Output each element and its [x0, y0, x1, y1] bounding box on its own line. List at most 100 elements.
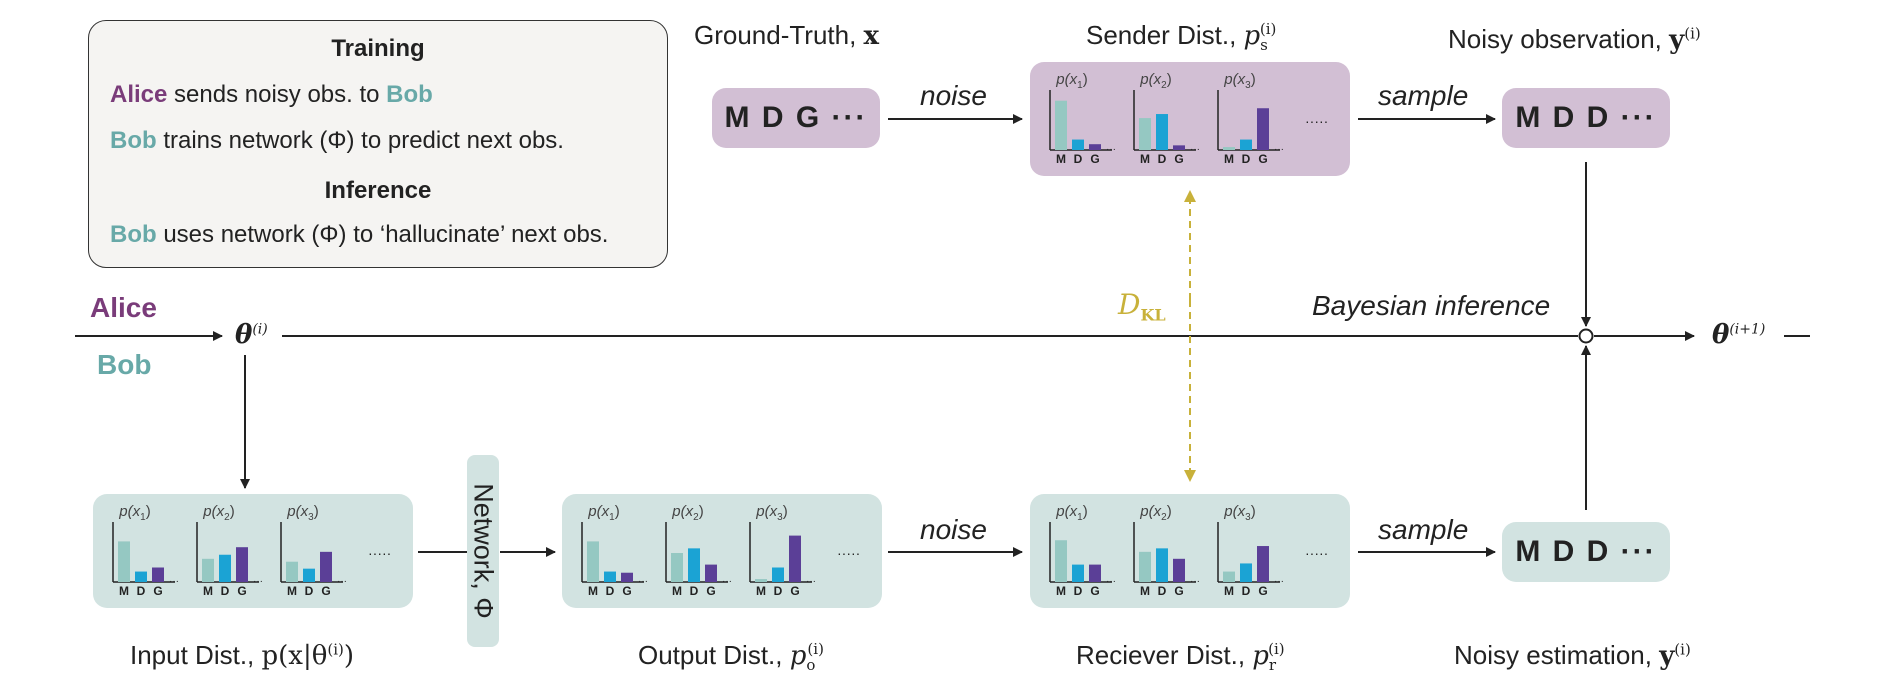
bob-name: Bob: [110, 127, 157, 154]
sender-hist-3-bar-D: [1240, 139, 1252, 150]
sample-bottom-label: sample: [1378, 514, 1469, 545]
output-hist-title-2: p(x2): [671, 503, 703, 523]
noisy-observation-sequence: M D D ···: [1515, 101, 1657, 134]
sender-hist-1-bar-D: [1072, 139, 1084, 150]
input-hist-1-label-D: D: [137, 584, 146, 598]
sender-hist-1-label-M: M: [1056, 152, 1066, 166]
noise-bottom-label: noise: [920, 514, 987, 545]
receiver-hist-2-bar-G: [1173, 558, 1185, 582]
input-hist-1-bar-D: [135, 571, 147, 582]
alice-name: Alice: [110, 81, 168, 108]
sender-hist-2-label-D: D: [1158, 152, 1167, 166]
output-hist-2-bar-D: [688, 548, 700, 582]
sender-hist-3-bar-G: [1257, 108, 1269, 150]
output-dist-box: [562, 494, 882, 608]
training-line-1: Alice sends noisy obs. to Bob: [110, 81, 433, 109]
sender-hist-1-label-G: G: [1090, 152, 1099, 166]
input-hist-axis-dots-2: ···: [253, 576, 263, 587]
input-hist-3-bar-M: [286, 561, 298, 582]
input-hist-title-1: p(x1): [118, 503, 150, 523]
noisy-estimation-sequence: M D D ···: [1515, 535, 1657, 568]
sender-hist-title-1: p(x1): [1055, 71, 1087, 91]
input-hist-2-bar-G: [236, 547, 248, 582]
output-hist-axis-dots-2: ···: [722, 576, 732, 587]
sender-hist-1-bar-M: [1055, 100, 1067, 150]
input-hist-1-label-G: G: [153, 584, 162, 598]
ground-truth-box: M D G ···: [712, 88, 880, 148]
ground-truth-symbol: x: [863, 21, 880, 51]
sender-hist-2-bar-D: [1156, 114, 1168, 150]
sender-hist-2-bar-M: [1139, 118, 1151, 150]
sender-hist-3-label-M: M: [1224, 152, 1234, 166]
receiver-hist-1-bar-D: [1072, 564, 1084, 582]
network-box: Network, Φ: [467, 455, 499, 647]
training-line-1-text: sends noisy obs. to: [167, 81, 387, 108]
ground-truth-label: Ground-Truth, x: [694, 20, 880, 51]
receiver-hist-3-bar-D: [1240, 563, 1252, 582]
bob-label: Bob: [97, 349, 152, 380]
output-hist-2-bar-M: [671, 553, 683, 582]
receiver-hist-axis-dots-3: ···: [1274, 576, 1284, 587]
receiver-hist-1-label-M: M: [1056, 584, 1066, 598]
sender-hist-3-label-G: G: [1258, 152, 1267, 166]
bob-name: Bob: [110, 221, 157, 248]
receiver-hist-1-bar-G: [1089, 564, 1101, 582]
sender-hist-3-label-D: D: [1242, 152, 1251, 166]
output-hist-2-label-D: D: [690, 584, 699, 598]
receiver-dist-box: [1030, 494, 1350, 608]
noisy-observation-label: Noisy observation, y(i): [1448, 24, 1701, 55]
sender-dist-label: Sender Dist., ps(i): [1086, 20, 1277, 55]
receiver-hist-ellipsis: ·····: [1305, 545, 1328, 561]
input-hist-3-bar-G: [320, 551, 332, 582]
dkl-label: DKL: [1118, 288, 1166, 325]
sender-hist-axis-dots-3: ···: [1274, 144, 1284, 155]
receiver-hist-3-bar-G: [1257, 546, 1269, 582]
bob-name: Bob: [386, 81, 433, 108]
noisy-observation-box: M D D ···: [1502, 88, 1670, 148]
receiver-hist-1-label-G: G: [1090, 584, 1099, 598]
output-hist-1-label-G: G: [622, 584, 631, 598]
sender-hist-title-3: p(x3): [1223, 71, 1255, 91]
input-hist-axis-dots-1: ···: [169, 576, 179, 587]
output-hist-1-bar-M: [587, 541, 599, 582]
output-histograms: p(x1)M D G···p(x2)M D G···p(x3)M D G········: [581, 503, 860, 598]
receiver-hist-axis-dots-1: ···: [1106, 576, 1116, 587]
training-title: Training: [331, 35, 425, 62]
input-hist-2-label-D: D: [221, 584, 230, 598]
output-hist-3-bar-D: [772, 567, 784, 582]
output-hist-1-bar-G: [621, 572, 633, 582]
output-hist-1-label-D: D: [606, 584, 615, 598]
inference-title: Inference: [324, 177, 432, 204]
receiver-hist-3-label-D: D: [1242, 584, 1251, 598]
input-hist-3-label-D: D: [305, 584, 314, 598]
training-line-2-text: trains network (Φ) to predict next obs.: [156, 127, 564, 154]
input-hist-ellipsis: ·····: [368, 545, 391, 561]
receiver-hist-1-label-D: D: [1074, 584, 1083, 598]
input-histograms: p(x1)M D G···p(x2)M D G···p(x3)M D G········: [112, 503, 391, 598]
receiver-hist-2-label-M: M: [1140, 584, 1150, 598]
output-hist-title-1: p(x1): [587, 503, 619, 523]
input-hist-3-bar-D: [303, 568, 315, 582]
receiver-hist-2-bar-D: [1156, 548, 1168, 582]
output-hist-1-label-M: M: [588, 584, 598, 598]
bayesian-junction: [1578, 328, 1594, 344]
inference-line-text: uses network (Φ) to ‘hallucinate’ next o…: [156, 221, 609, 248]
sender-hist-ellipsis: ·····: [1305, 113, 1328, 129]
receiver-hist-title-3: p(x3): [1223, 503, 1255, 523]
receiver-hist-1-bar-M: [1055, 540, 1067, 582]
input-hist-1-bar-M: [118, 541, 130, 582]
output-hist-axis-dots-1: ···: [638, 576, 648, 587]
output-hist-2-bar-G: [705, 564, 717, 582]
ground-truth-sequence: M D G ···: [724, 101, 868, 134]
input-hist-axis-dots-3: ···: [337, 576, 347, 587]
noise-top-label: noise: [920, 80, 987, 111]
noisy-estimation-box: M D D ···: [1502, 522, 1670, 582]
alice-label: Alice: [90, 292, 157, 323]
sender-hist-2-bar-G: [1173, 145, 1185, 150]
input-hist-2-bar-D: [219, 554, 231, 582]
theta-next-label: θ(i+1): [1712, 320, 1766, 350]
input-hist-title-3: p(x3): [286, 503, 318, 523]
output-hist-3-bar-M: [755, 579, 767, 582]
input-hist-1-label-M: M: [119, 584, 129, 598]
